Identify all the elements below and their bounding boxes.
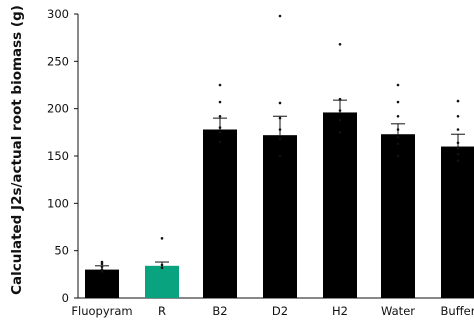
data-point xyxy=(396,135,400,139)
data-point xyxy=(456,99,460,103)
x-tick-label: H2 xyxy=(332,304,348,318)
data-point xyxy=(218,100,222,104)
x-axis-ticks: Fluopyram R B2 D2 H2 Water Buffer xyxy=(71,304,474,318)
bar-h2 xyxy=(323,112,357,298)
data-point xyxy=(396,128,400,131)
data-point xyxy=(160,266,164,270)
bar-d2 xyxy=(263,135,297,298)
x-tick-label: R xyxy=(158,304,166,318)
data-points-group xyxy=(100,14,460,273)
data-point xyxy=(338,97,342,101)
data-point xyxy=(456,128,460,131)
y-tick-label: 300 xyxy=(47,7,69,21)
y-tick-label: 150 xyxy=(47,149,69,163)
data-point xyxy=(278,116,282,120)
data-point xyxy=(396,142,400,145)
data-point xyxy=(456,159,460,163)
x-tick-label: Fluopyram xyxy=(71,304,132,318)
data-point xyxy=(218,114,222,118)
y-tick-label: 250 xyxy=(47,54,69,68)
data-point xyxy=(396,83,400,87)
data-point xyxy=(338,42,342,46)
y-tick-label: 100 xyxy=(47,196,69,210)
data-point xyxy=(396,100,400,104)
data-point xyxy=(218,126,222,129)
y-tick-label: 200 xyxy=(47,102,69,116)
data-point xyxy=(456,147,460,150)
data-point xyxy=(100,260,104,264)
data-point xyxy=(218,140,222,144)
data-point xyxy=(218,131,222,134)
bar-water xyxy=(381,134,415,298)
data-point xyxy=(456,152,460,156)
y-tick-label: 50 xyxy=(54,244,69,258)
data-point xyxy=(278,154,282,158)
data-point xyxy=(338,131,342,134)
data-point xyxy=(456,141,460,145)
bars-group xyxy=(85,99,474,298)
y-axis-ticks: 0 50 100 150 200 250 300 xyxy=(47,7,78,305)
x-tick-label: B2 xyxy=(212,304,227,318)
y-axis-title: Calculated J2s/actual root biomass (g) xyxy=(9,5,25,295)
data-point xyxy=(278,128,282,131)
data-point xyxy=(338,118,342,122)
data-point xyxy=(456,114,460,118)
data-point xyxy=(160,237,164,240)
bar-fluopyram xyxy=(85,269,119,298)
y-tick-label: 0 xyxy=(62,291,69,305)
data-point xyxy=(278,137,282,141)
data-point xyxy=(160,263,164,267)
bar-buffer xyxy=(441,146,474,298)
bar-r xyxy=(145,265,179,298)
x-tick-label: Buffer xyxy=(441,304,474,318)
x-tick-label: Water xyxy=(381,304,415,318)
data-point xyxy=(396,114,400,118)
data-point xyxy=(100,265,104,269)
data-point xyxy=(218,83,222,87)
bar-b2 xyxy=(203,129,237,298)
data-point xyxy=(338,109,342,112)
data-point xyxy=(100,268,104,271)
data-point xyxy=(100,270,104,273)
data-point xyxy=(396,154,400,158)
data-point xyxy=(278,101,282,105)
data-point xyxy=(278,14,282,18)
x-tick-label: D2 xyxy=(272,304,288,318)
data-point xyxy=(100,262,104,266)
